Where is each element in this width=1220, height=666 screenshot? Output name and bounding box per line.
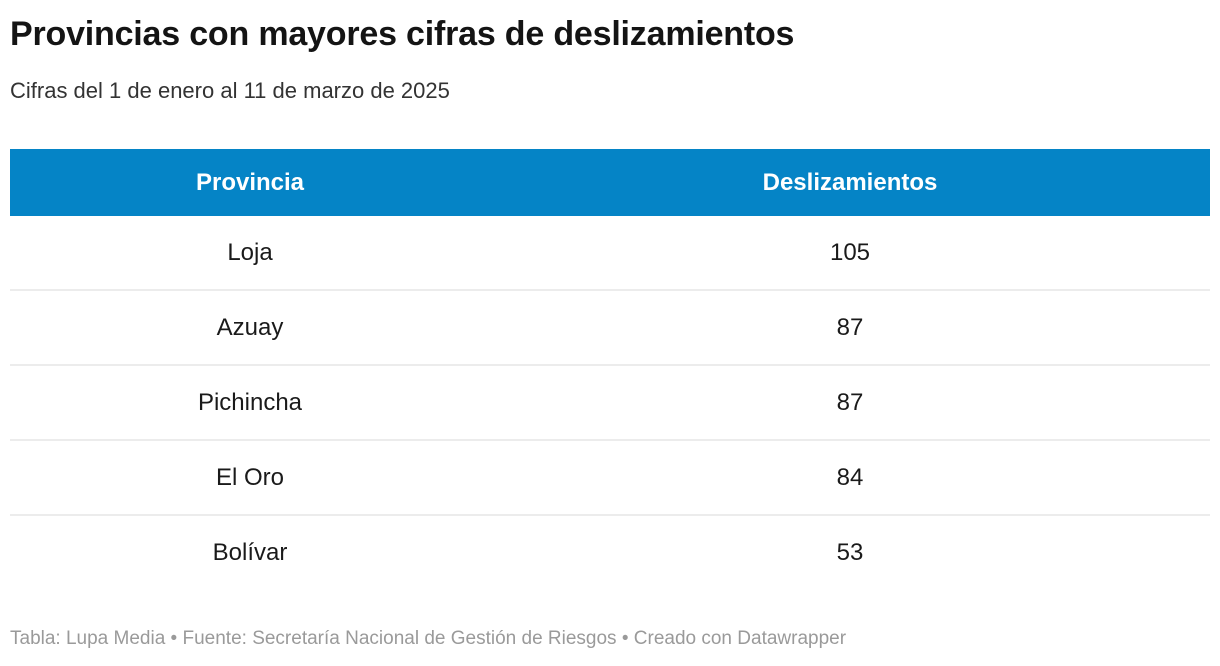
attribution-footer: Tabla: Lupa Media • Fuente: Secretaría N… bbox=[10, 628, 847, 649]
count-cell: 53 bbox=[490, 514, 1210, 589]
column-header-count: Deslizamientos bbox=[490, 149, 1210, 216]
table-header: Provincia Deslizamientos bbox=[10, 149, 1210, 216]
table-row: Azuay 87 bbox=[10, 289, 1210, 365]
table-row: El Oro 84 bbox=[10, 439, 1210, 515]
table-row: Loja 105 bbox=[10, 216, 1210, 290]
column-header-province: Provincia bbox=[10, 149, 490, 216]
province-cell: Pichincha bbox=[10, 364, 490, 440]
province-cell: El Oro bbox=[10, 439, 490, 515]
count-cell: 87 bbox=[490, 364, 1210, 440]
data-table: Provincia Deslizamientos Loja 105 Azuay … bbox=[10, 149, 1210, 589]
count-cell: 87 bbox=[490, 289, 1210, 365]
province-cell: Azuay bbox=[10, 289, 490, 365]
province-cell: Bolívar bbox=[10, 514, 490, 589]
header-row: Provincia Deslizamientos bbox=[10, 149, 1210, 216]
table-row: Bolívar 53 bbox=[10, 514, 1210, 589]
count-cell: 105 bbox=[829, 238, 871, 266]
page-title: Provincias con mayores cifras de desliza… bbox=[10, 15, 795, 53]
page-subtitle: Cifras del 1 de enero al 11 de marzo de … bbox=[10, 78, 450, 103]
count-cell: 84 bbox=[490, 439, 1210, 515]
table-body: Loja 105 Azuay 87 Pichincha 87 El Oro 84… bbox=[10, 216, 1210, 589]
province-cell: Loja bbox=[227, 238, 273, 266]
table-row: Pichincha 87 bbox=[10, 364, 1210, 440]
